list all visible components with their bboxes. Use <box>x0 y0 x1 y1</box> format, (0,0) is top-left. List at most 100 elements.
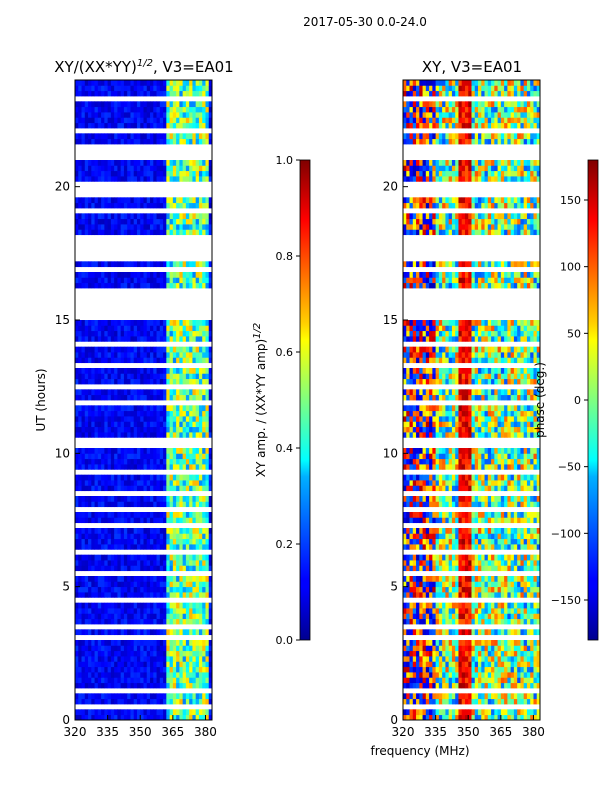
heatmap-cell <box>143 112 148 118</box>
heatmap-cell <box>94 368 99 374</box>
heatmap-cell <box>487 661 492 668</box>
heatmap-cell <box>195 101 200 108</box>
heatmap-cell <box>192 378 197 385</box>
heatmap-cell <box>474 656 479 662</box>
heatmap-cell <box>517 682 521 689</box>
heatmap-cell <box>84 592 89 598</box>
heatmap-cell <box>81 677 86 684</box>
heatmap-cell <box>101 576 105 582</box>
heatmap-cell <box>448 560 453 566</box>
heatmap-cell <box>136 602 141 609</box>
heatmap-cell <box>163 682 167 689</box>
heatmap-cell <box>114 165 118 172</box>
heatmap-cell <box>120 85 125 92</box>
heatmap-cell <box>166 218 170 225</box>
heatmap-cell <box>163 165 167 172</box>
heatmap-cell <box>84 218 89 225</box>
heatmap-cell <box>94 165 99 172</box>
heatmap-cell <box>153 112 157 118</box>
heatmap-cell <box>146 485 151 492</box>
heatmap-cell <box>189 666 193 673</box>
heatmap-cell <box>123 714 128 721</box>
heatmap-cell <box>185 496 190 502</box>
heatmap-cell <box>156 629 161 636</box>
heatmap-cell <box>172 272 177 278</box>
heatmap-cell <box>172 485 177 492</box>
heatmap-cell <box>487 480 492 486</box>
heatmap-cell <box>406 645 410 652</box>
heatmap-cell <box>491 496 495 502</box>
heatmap-cell <box>478 576 482 582</box>
heatmap-cell <box>84 581 89 588</box>
heatmap-cell <box>202 528 206 534</box>
heatmap-cell <box>445 528 450 534</box>
heatmap-cell <box>143 122 148 129</box>
heatmap-cell <box>406 501 410 508</box>
heatmap-cell <box>504 682 508 689</box>
heatmap-cell <box>510 528 515 534</box>
heatmap-cell <box>202 458 206 465</box>
heatmap-cell <box>75 90 79 97</box>
heatmap-cell <box>192 218 197 225</box>
heatmap-cell <box>497 640 502 646</box>
heatmap-cell <box>205 480 210 486</box>
heatmap-cell <box>182 346 187 353</box>
heatmap-cell <box>91 229 95 236</box>
heatmap-cell <box>136 112 141 118</box>
heatmap-cell <box>409 629 414 636</box>
heatmap-cell <box>185 576 190 582</box>
heatmap-cell <box>110 346 115 353</box>
heatmap-cell <box>202 282 206 289</box>
heatmap-cell <box>464 682 469 689</box>
heatmap-cell <box>536 512 541 518</box>
heatmap-cell <box>205 320 210 326</box>
heatmap-cell <box>114 496 118 502</box>
heatmap-cell <box>153 229 157 236</box>
heatmap-cell <box>123 90 128 97</box>
heatmap-cell <box>510 501 515 508</box>
heatmap-cell <box>198 464 203 470</box>
heatmap-cell <box>438 581 443 588</box>
heatmap-cell <box>91 592 95 598</box>
heatmap-cell <box>448 565 453 572</box>
heatmap-cell <box>136 613 141 620</box>
heatmap-cell <box>169 458 174 465</box>
heatmap-cell <box>107 474 112 481</box>
heatmap-cell <box>208 677 213 684</box>
heatmap-cell <box>182 138 187 145</box>
heatmap-cell <box>140 133 144 140</box>
heatmap-cell <box>120 325 125 332</box>
heatmap-cell <box>104 714 109 721</box>
heatmap-cell <box>143 213 148 220</box>
heatmap-cell <box>169 677 174 684</box>
heatmap-cell <box>536 629 541 636</box>
heatmap-cell <box>189 282 193 289</box>
heatmap-cell <box>150 608 154 614</box>
heatmap-cell <box>205 432 210 438</box>
heatmap-cell <box>182 426 187 433</box>
heatmap-cell <box>136 608 141 614</box>
heatmap-cell <box>140 378 144 385</box>
heatmap-cell <box>146 160 151 166</box>
heatmap-cell <box>146 698 151 705</box>
heatmap-cell <box>412 714 417 721</box>
heatmap-cell <box>176 378 180 385</box>
heatmap-cell <box>169 277 174 284</box>
heatmap-cell <box>464 560 469 566</box>
heatmap-cell <box>123 586 128 593</box>
heatmap-cell <box>166 565 170 572</box>
heatmap-cell <box>192 405 197 412</box>
heatmap-cell <box>468 501 472 508</box>
heatmap-cell <box>208 410 213 417</box>
heatmap-cell <box>468 682 472 689</box>
heatmap-cell <box>143 330 148 337</box>
heatmap-cell <box>507 528 512 534</box>
heatmap-cell <box>107 709 112 716</box>
heatmap-cell <box>179 112 184 118</box>
heatmap-cell <box>192 101 197 108</box>
heatmap-cell <box>104 656 109 662</box>
heatmap-cell <box>143 432 148 438</box>
heatmap-cell <box>163 138 167 145</box>
heatmap-cell <box>97 224 102 230</box>
heatmap-cell <box>153 666 157 673</box>
